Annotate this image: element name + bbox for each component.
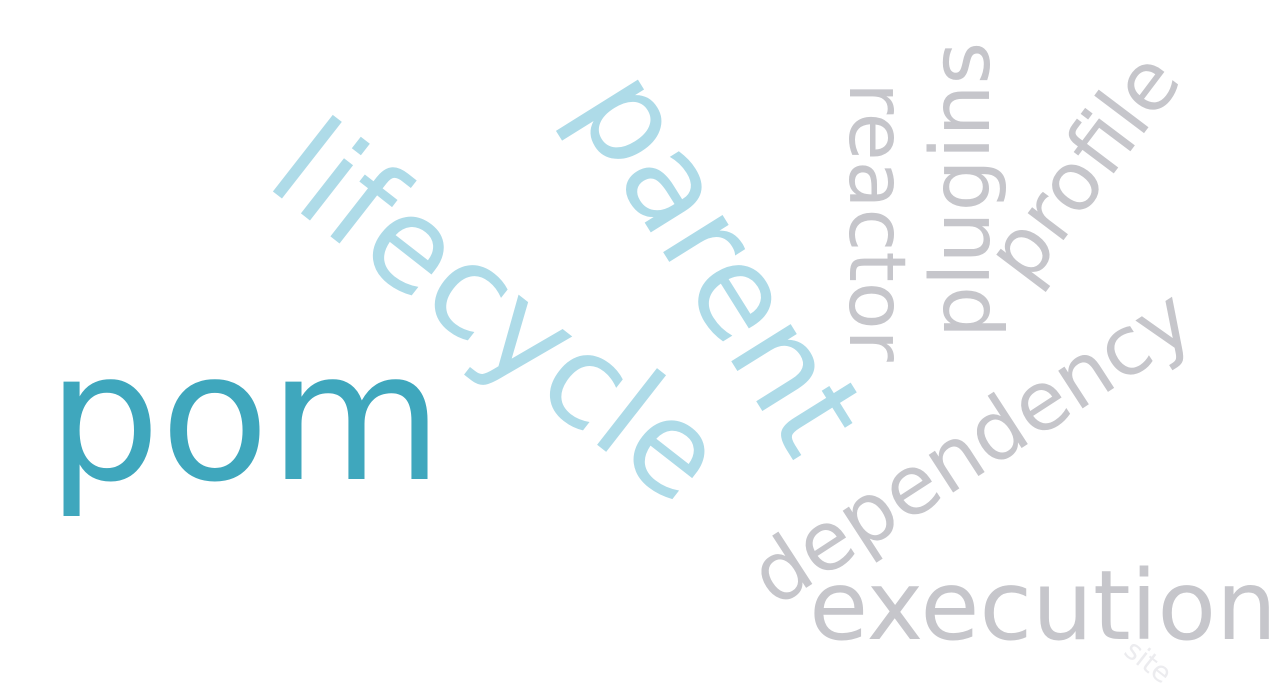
word-reactor: reactor: [831, 82, 921, 362]
word-plugins: plugins: [914, 41, 1009, 339]
word-pom: pom: [47, 314, 443, 521]
word-execution: execution: [809, 550, 1277, 662]
